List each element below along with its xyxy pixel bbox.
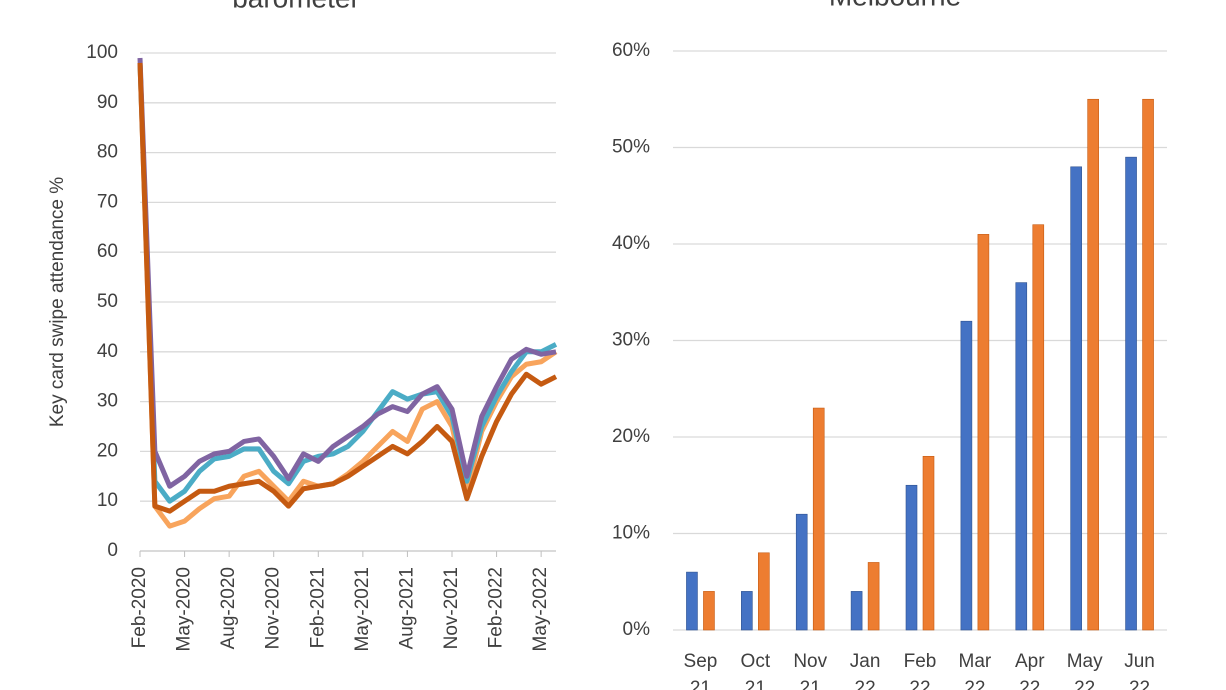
x-tick-label: Jun 22 [1124,651,1155,690]
x-tick-label: Feb-2020 [129,567,150,648]
y-tick-label: 50% [612,137,650,158]
chart-title: barometer [232,0,360,13]
bar [741,591,753,631]
bar [1070,166,1082,631]
y-tick-label: 20 [97,440,118,461]
bar [1142,98,1154,631]
y-tick-label: 70 [97,191,118,212]
bar [795,513,808,631]
x-tick-label: Feb-2021 [307,567,328,648]
bar [922,455,935,631]
bar [703,591,715,631]
x-tick-label: Sep 21 [684,651,718,690]
y-tick-label: 90 [97,92,118,113]
y-tick-label: 0 [107,540,118,561]
bar [1125,156,1137,631]
x-tick-label: Nov 21 [793,651,827,690]
bar [1015,282,1028,631]
x-tick-label: Aug-2020 [218,567,239,649]
y-tick-label: 40 [97,341,118,362]
line-series [137,62,558,514]
line-series [137,62,558,504]
y-tick-label: 100 [86,42,118,63]
bar [1032,224,1045,631]
bar [905,484,918,631]
bar [758,552,770,631]
bar [867,562,880,631]
x-tick-label: May-2022 [530,567,551,652]
y-tick-label: 60 [97,241,118,262]
y-tick-label: 80 [97,142,118,163]
y-tick-label: 30 [97,391,118,412]
y-tick-label: 10% [612,523,650,544]
line-series [137,62,558,529]
bar [850,591,863,631]
y-tick-label: 30% [612,330,650,351]
y-tick-label: 60% [612,40,650,61]
bar [977,234,990,631]
x-tick-label: Jan 22 [850,651,881,690]
x-tick-label: Aug-2021 [396,567,417,649]
x-tick-label: May-2021 [352,567,373,652]
y-tick-label: 40% [612,233,650,254]
line-series [137,57,557,489]
y-tick-label: 50 [97,291,118,312]
bar [812,407,825,631]
y-tick-label: 20% [612,426,650,447]
x-tick-label: Nov-2021 [441,567,462,649]
x-tick-label: Apr 22 [1015,651,1045,690]
x-tick-label: May-2020 [174,567,195,652]
x-tick-label: May 22 [1067,651,1103,690]
x-tick-label: Nov-2020 [263,567,284,649]
y-tick-label: 10 [97,490,118,511]
x-tick-label: Mar 22 [959,651,992,690]
y-tick-label: 0% [623,619,651,640]
chart-title: Melbourne [829,0,961,11]
bar [1087,98,1099,631]
x-tick-label: Oct 21 [741,651,771,690]
x-tick-label: Feb 22 [904,651,937,690]
x-tick-label: Feb-2022 [486,567,507,648]
y-axis-label: Key card swipe attendance % [47,177,68,427]
bar [686,571,698,631]
bar [960,320,973,631]
